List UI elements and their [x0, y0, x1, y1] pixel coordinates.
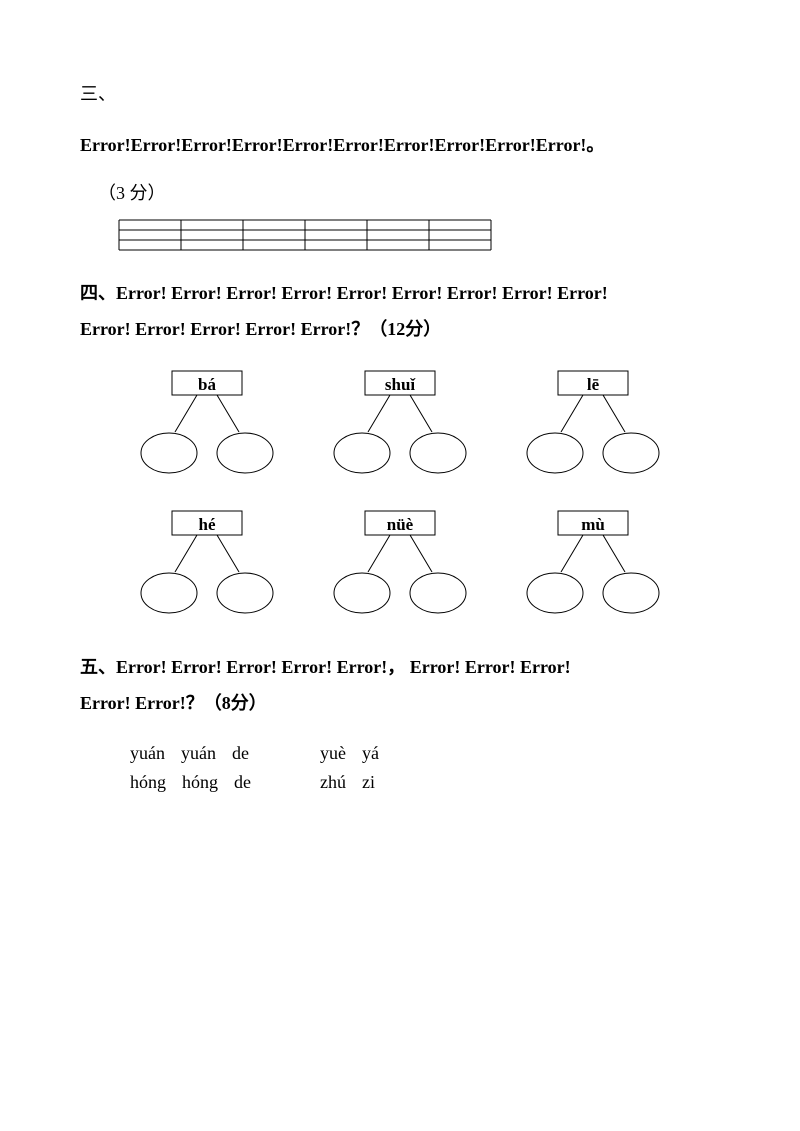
section-5-error-line2: Error! Error!: [80, 693, 186, 713]
pinyin-word: de: [234, 772, 251, 792]
section-3-points: （3 分）: [98, 179, 720, 205]
section-4-header: 四、Error! Error! Error! Error! Error! Err…: [80, 275, 720, 347]
section-4-suffix: ？（12分）: [351, 319, 441, 339]
pinyin-word: zhú: [320, 772, 346, 792]
pinyin-word: yá: [362, 743, 379, 763]
pinyin-word: yuán: [130, 743, 165, 763]
section-5-number: 五、: [80, 657, 116, 677]
syllable-diagram: lē: [513, 369, 673, 479]
pair-right: yuèyá: [320, 743, 470, 764]
section-4-error-line1: Error! Error! Error! Error! Error! Error…: [116, 283, 608, 303]
syllable-label: nüè: [387, 515, 414, 534]
syllable-label: bá: [198, 375, 216, 394]
section-3-error-text: Error!Error!Error!Error!Error!Error!Erro…: [80, 129, 720, 161]
section-4-error-line2: Error! Error! Error! Error! Error!: [80, 319, 351, 339]
syllable-diagram: bá: [127, 369, 287, 479]
pinyin-word: hóng: [130, 772, 166, 792]
syllable-label: hé: [198, 515, 215, 534]
pinyin-writing-grid: [118, 219, 720, 251]
section-5-error-line1b: Error! Error! Error!: [410, 657, 571, 677]
pinyin-pair-row: yuányuándeyuèyá: [130, 743, 720, 764]
pair-left: yuányuánde: [130, 743, 320, 764]
syllable-diagram: nüè: [320, 509, 480, 619]
syllable-diagram: shuǐ: [320, 369, 480, 479]
section-5-error-line1: Error! Error! Error! Error! Error!，: [116, 657, 405, 677]
pinyin-word: zi: [362, 772, 375, 792]
syllable-label: shuǐ: [385, 375, 417, 394]
section-5-suffix: ？（8分）: [186, 693, 267, 713]
section-3-number: 三、: [80, 80, 720, 109]
pinyin-word: yuè: [320, 743, 346, 763]
syllable-label: mù: [582, 515, 606, 534]
diagram-row-2: hé nüè mù: [80, 509, 720, 619]
syllable-label: lē: [587, 375, 600, 394]
pinyin-word: hóng: [182, 772, 218, 792]
pinyin-word: yuán: [181, 743, 216, 763]
pinyin-pairs-container: yuányuándeyuèyáhónghóngdezhúzi: [80, 743, 720, 793]
syllable-diagram: mù: [513, 509, 673, 619]
pinyin-word: de: [232, 743, 249, 763]
diagram-row-1: bá shuǐ lē: [80, 369, 720, 479]
pair-right: zhúzi: [320, 772, 470, 793]
syllable-diagram: hé: [127, 509, 287, 619]
pinyin-pair-row: hónghóngdezhúzi: [130, 772, 720, 793]
pair-left: hónghóngde: [130, 772, 320, 793]
section-5-header: 五、Error! Error! Error! Error! Error!， Er…: [80, 649, 720, 721]
section-4-number: 四、: [80, 283, 116, 303]
